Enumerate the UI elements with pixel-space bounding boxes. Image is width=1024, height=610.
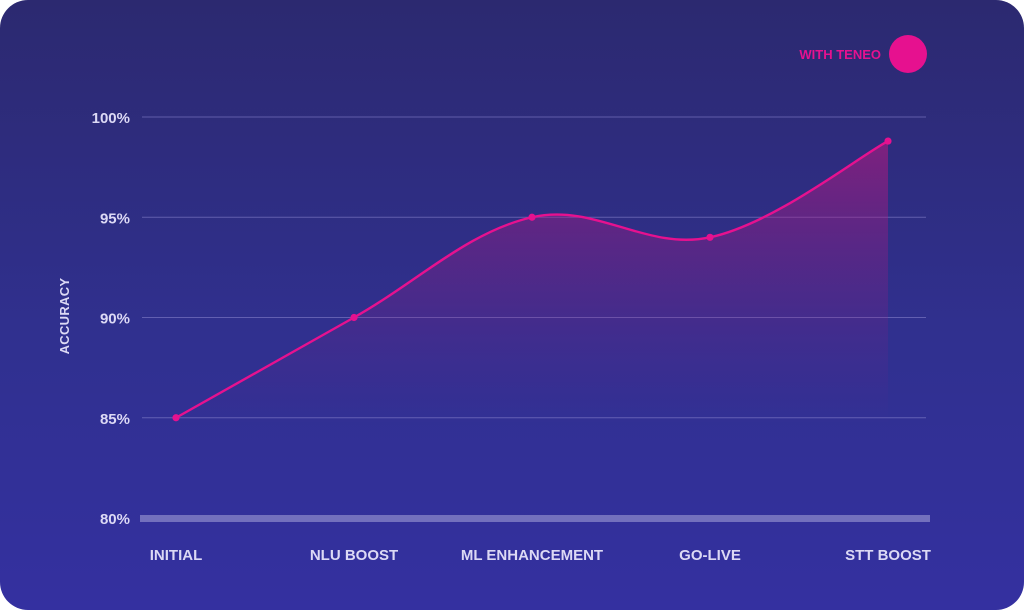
x-tick-label: NLU BOOST	[310, 547, 398, 564]
legend-label: WITH TENEO	[799, 47, 881, 62]
y-tick-label: 90%	[100, 311, 130, 328]
y-tick-label: 100%	[92, 110, 130, 127]
area-layer	[176, 141, 888, 423]
point-layer	[172, 137, 892, 422]
data-point	[706, 233, 714, 241]
data-point	[172, 414, 180, 422]
series-area	[176, 141, 888, 423]
x-tick-label: ML ENHANCEMENT	[461, 547, 603, 564]
label-layer: 80% 85% 90% 95% 100% INITIAL NLU BOOST ML ENHAN…	[57, 110, 931, 564]
y-axis-title: ACCURACY	[57, 278, 72, 355]
y-tick-label: 85%	[100, 411, 130, 428]
legend: WITH TENEO	[799, 35, 927, 73]
x-tick-label: STT BOOST	[845, 547, 931, 564]
y-tick-label: 80%	[100, 511, 130, 528]
data-point	[884, 137, 892, 145]
data-point	[350, 313, 358, 322]
baseline-band	[140, 515, 930, 522]
x-tick-label: GO-LIVE	[679, 547, 741, 564]
data-point	[528, 213, 536, 221]
x-tick-label: INITIAL	[150, 547, 203, 564]
y-tick-label: 95%	[100, 210, 130, 227]
legend-marker	[889, 35, 927, 73]
